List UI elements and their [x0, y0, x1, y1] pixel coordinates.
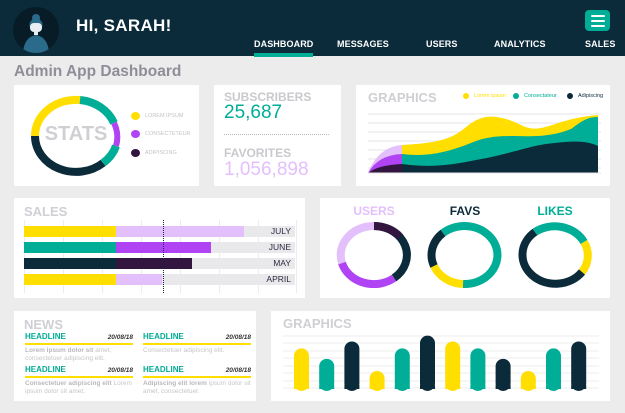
users-title: USERS [353, 204, 395, 218]
news-item[interactable]: HEADLINE 20/08/18 Consectetuer adipiscing… [143, 332, 251, 355]
news-date: 20/08/18 [225, 334, 251, 341]
stats-donut-chart [30, 95, 121, 176]
bar [470, 348, 486, 391]
legend-dot-icon [513, 93, 519, 99]
news-date: 20/08/18 [107, 367, 133, 374]
legend-dot-icon [567, 93, 573, 99]
news-body: Consectetuer adipiscing elit Lorem ipsum… [25, 380, 132, 395]
news-item[interactable]: HEADLINE 20/08/18 Lorem ipsum dolor sit a… [25, 332, 133, 363]
graphics-bar-card: GRAPHICS [271, 311, 610, 401]
legend-adipiscing: Adipiscing [567, 93, 603, 99]
nav-tab-messages[interactable]: MESSAGES [337, 39, 389, 49]
app-header: HI, SARAH! DASHBOARD MESSAGES USERS ANAL… [0, 0, 625, 57]
bar [319, 358, 335, 391]
graphics-area-card: GRAPHICS Lorem ipsum Consectateur Adipis… [356, 85, 610, 186]
news-card: NEWS HEADLINE 20/08/18 Lorem ipsum dolor … [14, 311, 256, 401]
target-line [163, 220, 164, 293]
users-donut-chart [336, 222, 411, 288]
nav-tab-dashboard[interactable]: DASHBOARD [254, 39, 314, 57]
sales-label: JUNE [268, 242, 291, 252]
donuts-card: USERS FAVS LIKES [320, 198, 610, 298]
legend-dot-icon [463, 93, 469, 99]
counters-card: SUBSCRIBERS 25,687 FAVORITES 1,056,898 [214, 85, 341, 186]
news-title: NEWS [24, 317, 63, 332]
favorites-value: 1,056,898 [224, 159, 309, 180]
legend-lorem-ipsum: LOREM IPSUM [131, 112, 184, 120]
likes-title: LIKES [537, 204, 573, 218]
news-headline[interactable]: HEADLINE [25, 365, 66, 374]
bar [294, 348, 309, 391]
stats-card: STATS LOREM IPSUM CONSECTETEUR ADIPISCIN… [14, 85, 199, 186]
user-avatar-icon[interactable] [13, 7, 59, 53]
legend-label: Consectateur [524, 93, 557, 99]
nav-tab-sales[interactable]: SALES [585, 39, 616, 49]
legend-label: CONSECTETEUR [145, 131, 191, 137]
news-headline[interactable]: HEADLINE [143, 332, 184, 341]
legend-label: Lorem ipsum [474, 93, 506, 99]
nav-tab-users[interactable]: USERS [426, 39, 458, 49]
sales-row-july[interactable]: JULY [24, 226, 295, 237]
graphics-title: GRAPHICS [368, 90, 437, 105]
bar [571, 341, 587, 391]
bar [546, 348, 561, 391]
news-body: Consectetuer adipiscing elit. [143, 347, 225, 354]
news-date: 20/08/18 [107, 334, 133, 341]
bar [420, 335, 435, 391]
sales-row-june[interactable]: JUNE [24, 242, 295, 253]
sales-label: JULY [270, 226, 291, 236]
sales-row-may[interactable]: MAY [24, 258, 295, 269]
hamburger-menu-icon[interactable] [585, 10, 610, 31]
bar [394, 348, 410, 391]
legend-dot-icon [131, 130, 140, 138]
bar [445, 341, 461, 391]
graphics-title: GRAPHICS [283, 316, 352, 331]
news-headline[interactable]: HEADLINE [25, 332, 66, 341]
news-body: Lorem ipsum dolor sit amet, consectetuer… [25, 347, 112, 362]
sales-title: SALES [24, 204, 68, 219]
legend-adipiscing: ADIPISCING [131, 149, 177, 157]
news-item[interactable]: HEADLINE 20/08/18 Adipiscing elit lorem i… [143, 365, 251, 396]
favorites-label: FAVORITES [224, 146, 292, 160]
news-item[interactable]: HEADLINE 20/08/18 Consectetuer adipiscing… [25, 365, 133, 396]
legend-consectateur: Consectateur [513, 93, 557, 99]
divider [224, 134, 329, 135]
legend-lorem-ipsum: Lorem ipsum [463, 93, 506, 99]
news-body: Adipiscing elit lorem ipsum dolor sit am… [143, 380, 251, 395]
sales-row-april[interactable]: APRIL [24, 274, 295, 285]
main-nav: DASHBOARD MESSAGES USERS ANALYTICS SALES [0, 39, 625, 57]
legend-label: Adipiscing [578, 93, 604, 99]
sales-label: MAY [273, 258, 291, 268]
legend-consecteteur: CONSECTETEUR [131, 130, 191, 138]
news-headline[interactable]: HEADLINE [143, 365, 184, 374]
favs-title: FAVS [449, 204, 481, 218]
stats-center-label: STATS [44, 123, 108, 145]
legend-label: ADIPISCING [145, 150, 177, 156]
area-chart [368, 113, 601, 174]
bar-chart [283, 335, 599, 391]
likes-donut-chart [518, 222, 592, 288]
subscribers-label: SUBSCRIBERS [224, 90, 312, 104]
sales-card: SALES JULY JUNE MAY APRIL [14, 198, 305, 298]
favs-donut-chart [427, 222, 502, 288]
legend-dot-icon [131, 112, 140, 120]
page-title: Admin App Dashboard [14, 63, 182, 80]
greeting-text: HI, SARAH! [76, 16, 172, 35]
news-date: 20/08/18 [225, 367, 251, 374]
bar [495, 358, 511, 391]
sales-label: APRIL [266, 274, 291, 284]
bar [344, 341, 360, 391]
nav-tab-analytics[interactable]: ANALYTICS [494, 39, 546, 49]
legend-label: LOREM IPSUM [145, 113, 184, 119]
legend-dot-icon [131, 149, 140, 157]
subscribers-value: 25,687 [224, 102, 283, 123]
